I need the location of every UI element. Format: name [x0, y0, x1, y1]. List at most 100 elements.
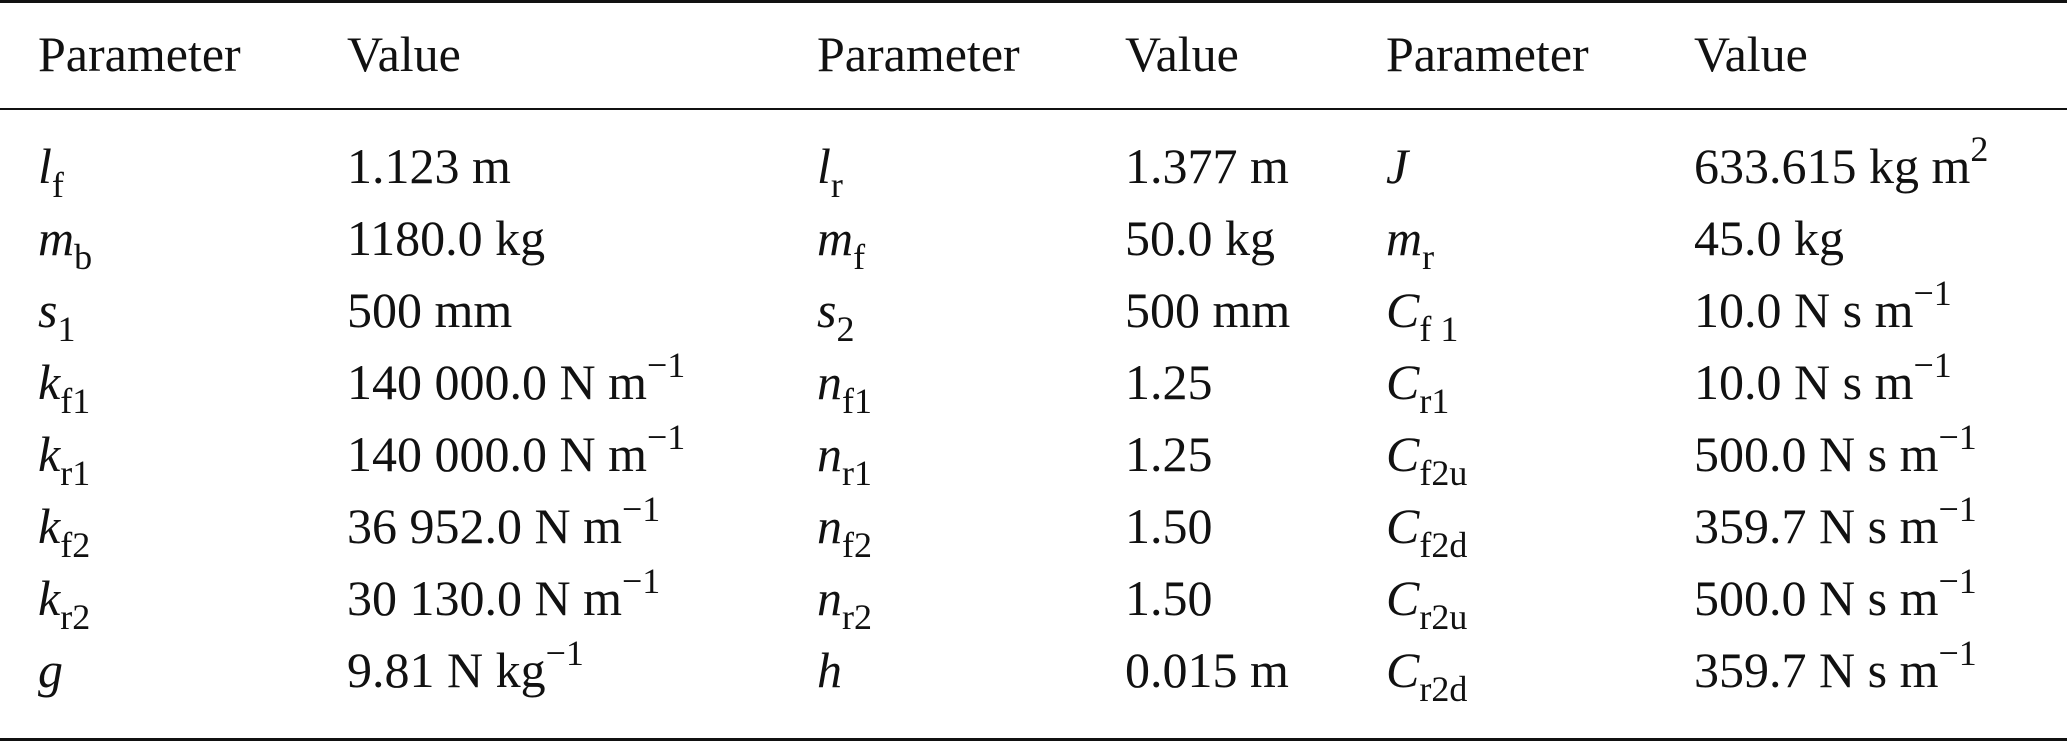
- symbol-subscript: r: [830, 165, 843, 205]
- parameter-symbol: nf1: [817, 346, 872, 421]
- symbol-subscript: r1: [842, 453, 872, 493]
- header-parameter-2: Parameter: [817, 26, 1020, 82]
- value-text: 633.615 kg m: [1694, 138, 1971, 194]
- parameter-symbol: s1: [38, 274, 75, 347]
- value-exponent: −1: [1913, 273, 1952, 313]
- value-text: 359.7 N s m: [1694, 642, 1939, 698]
- value-exponent: −1: [647, 417, 686, 457]
- value-text: 10.0 N s m: [1694, 282, 1914, 338]
- symbol-main: J: [1386, 138, 1409, 194]
- parameter-value: 500.0 N s m−1: [1694, 418, 1977, 490]
- bottom-rule: [0, 738, 2067, 741]
- parameter-symbol: Cr2u: [1386, 562, 1467, 635]
- table-row: kf2 36 952.0 N m−1 nf2 1.50 Cf2d 359.7 N s m−…: [0, 489, 2067, 565]
- symbol-subscript: r2d: [1419, 669, 1468, 709]
- value-exponent: −1: [1938, 489, 1977, 529]
- value-text: 359.7 N s m: [1694, 498, 1939, 554]
- symbol-subscript: r1: [60, 453, 91, 493]
- parameter-value: 10.0 N s m−1: [1694, 274, 1952, 346]
- parameter-symbol: mb: [38, 202, 93, 277]
- symbol-main: C: [1386, 354, 1420, 410]
- value-exponent: −1: [1938, 561, 1977, 601]
- value-text: 10.0 N s m: [1694, 354, 1914, 410]
- value-text: 9.81 N kg: [347, 642, 546, 698]
- value-text: 500.0 N s m: [1694, 426, 1939, 482]
- parameter-value: 36 952.0 N m−1: [347, 490, 660, 562]
- symbol-main: l: [38, 138, 52, 194]
- value-text: 45.0 kg: [1694, 210, 1844, 266]
- symbol-subscript: 2: [836, 309, 855, 349]
- parameter-symbol: nr2: [817, 562, 872, 637]
- symbol-main: n: [817, 426, 842, 482]
- parameter-symbol: g: [38, 634, 63, 706]
- value-exponent: −1: [647, 345, 686, 385]
- symbol-main: C: [1386, 570, 1420, 626]
- parameter-symbol: mr: [1386, 202, 1434, 275]
- symbol-main: m: [817, 210, 854, 266]
- symbol-main: C: [1386, 282, 1420, 338]
- parameter-symbol: lf: [38, 130, 64, 205]
- value-text: 500 mm: [347, 282, 513, 338]
- parameter-value: 10.0 N s m−1: [1694, 346, 1952, 418]
- value-text: 1.123 m: [347, 138, 511, 194]
- header-value-3: Value: [1694, 26, 1808, 82]
- parameter-symbol: h: [817, 634, 842, 706]
- value-exponent: 2: [1970, 129, 1989, 169]
- symbol-main: k: [38, 426, 61, 482]
- symbol-subscript: f 1: [1419, 309, 1459, 349]
- symbol-main: C: [1386, 498, 1420, 554]
- parameter-value: 9.81 N kg−1: [347, 634, 584, 706]
- symbol-main: m: [38, 210, 75, 266]
- value-text: 500.0 N s m: [1694, 570, 1939, 626]
- parameter-value: 1.50: [1125, 490, 1213, 562]
- value-text: 500 mm: [1125, 282, 1291, 338]
- parameter-symbol: kr1: [38, 418, 91, 493]
- table-row: kf1 140 000.0 N m−1 nf1 1.25 Cr1 10.0 N s m−1: [0, 345, 2067, 421]
- header-parameter-1: Parameter: [38, 26, 241, 82]
- parameter-symbol: nr1: [817, 418, 872, 493]
- parameter-symbol: Cf2d: [1386, 490, 1468, 565]
- symbol-main: k: [38, 570, 61, 626]
- parameter-value: 140 000.0 N m−1: [347, 418, 685, 490]
- table-row: lf 1.123 m l r 1.377 m J 633.615 kg m2: [0, 129, 2067, 205]
- symbol-subscript: f2: [60, 525, 91, 565]
- header-rule: [0, 108, 2067, 110]
- symbol-subscript: f1: [842, 381, 872, 421]
- value-text: 140 000.0 N m: [347, 426, 647, 482]
- header-value-1: Value: [347, 26, 461, 82]
- value-text: 1.50: [1125, 498, 1213, 554]
- parameter-value: 359.7 N s m−1: [1694, 634, 1977, 706]
- symbol-main: n: [817, 498, 842, 554]
- symbol-subscript: f2d: [1419, 525, 1468, 565]
- value-exponent: −1: [622, 561, 661, 601]
- symbol-main: g: [38, 642, 63, 698]
- symbol-subscript: r2: [842, 597, 872, 637]
- symbol-main: s: [38, 282, 58, 338]
- value-text: 30 130.0 N m: [347, 570, 622, 626]
- symbol-main: n: [817, 354, 842, 410]
- parameter-value: 1.25: [1125, 346, 1213, 418]
- value-text: 1.50: [1125, 570, 1213, 626]
- table-row: kr1 140 000.0 N m−1 nr1 1.25 Cf2u 500.0 N s m…: [0, 418, 2067, 493]
- parameter-symbol: J: [1386, 130, 1408, 202]
- symbol-main: C: [1386, 642, 1420, 698]
- value-exponent: −1: [1938, 417, 1977, 457]
- symbol-subscript: r1: [1419, 381, 1450, 421]
- value-text: 50.0 kg: [1125, 210, 1275, 266]
- symbol-subscript: f: [853, 237, 866, 277]
- value-text: 1180.0 kg: [347, 210, 546, 266]
- symbol-main: n: [817, 570, 842, 626]
- symbol-main: m: [1386, 210, 1423, 266]
- symbol-main: C: [1386, 426, 1420, 482]
- parameter-value: 500 mm: [1125, 274, 1290, 346]
- symbol-subscript: f: [51, 165, 64, 205]
- value-text: 1.377 m: [1125, 138, 1289, 194]
- symbol-subscript: b: [74, 237, 93, 277]
- value-text: 140 000.0 N m: [347, 354, 647, 410]
- value-exponent: −1: [1913, 345, 1952, 385]
- table-row: mb 1180.0 kg mf 50.0 kg mr 45.0 kg: [0, 202, 2067, 277]
- symbol-main: s: [817, 282, 837, 338]
- parameter-symbol: kr2: [38, 562, 90, 635]
- parameter-value: 0.015 m: [1125, 634, 1289, 706]
